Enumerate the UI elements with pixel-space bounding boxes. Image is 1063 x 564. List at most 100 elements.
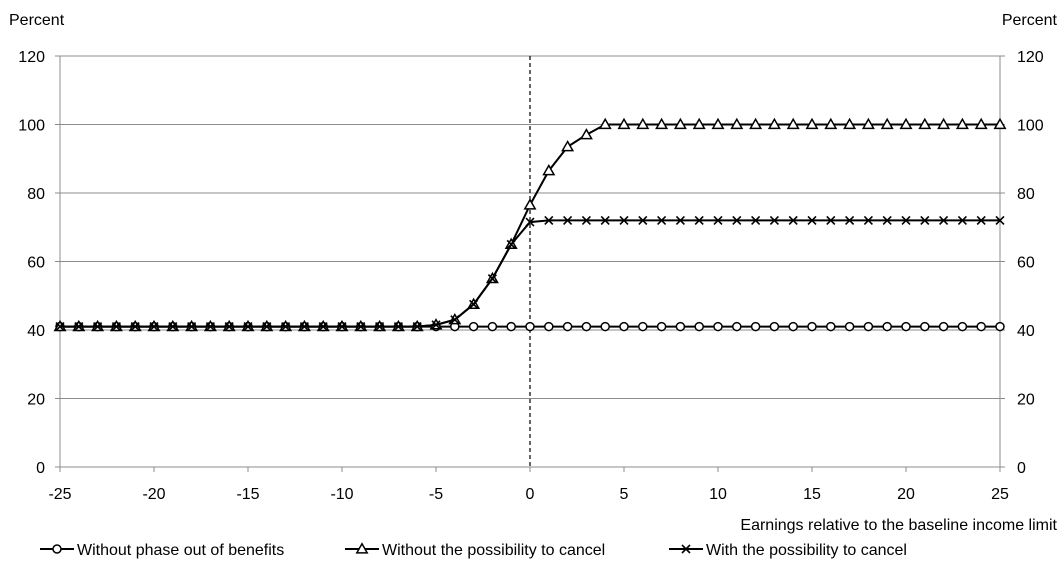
data-point — [711, 117, 725, 130]
data-point — [318, 322, 328, 332]
data-point — [826, 321, 836, 332]
data-point — [130, 322, 140, 332]
series-3 — [55, 215, 1005, 332]
data-point — [861, 117, 875, 130]
data-point — [600, 321, 610, 332]
y-axis-title-left: Percent — [9, 12, 65, 29]
x-tick-label: 10 — [709, 486, 727, 503]
y-axis-title-right: Percent — [1002, 12, 1058, 29]
data-point — [523, 198, 537, 210]
legend: Without phase out of benefits Without the… — [40, 542, 907, 559]
x-tick-label: -15 — [236, 486, 259, 503]
data-point — [656, 321, 667, 332]
data-point — [619, 321, 629, 332]
data-point — [375, 322, 385, 332]
data-point — [920, 321, 930, 332]
data-point — [617, 117, 631, 130]
data-point — [281, 322, 291, 332]
data-point — [937, 117, 951, 130]
data-point — [487, 274, 497, 284]
y-tick-label-right: 120 — [1017, 49, 1044, 66]
data-point — [826, 215, 836, 225]
legend-item-2: Without the possibility to cancel — [345, 542, 605, 559]
data-point — [901, 321, 911, 332]
legend-label: Without the possibility to cancel — [382, 542, 605, 559]
data-point — [561, 140, 575, 152]
data-point — [769, 321, 780, 332]
x-tick-label: -20 — [142, 486, 165, 503]
legend-item-1: Without phase out of benefits — [40, 542, 284, 559]
data-point — [957, 321, 968, 332]
data-point — [675, 321, 686, 332]
data-point — [149, 322, 159, 332]
data-point — [713, 215, 723, 225]
data-point — [844, 321, 855, 332]
series-group — [53, 117, 1007, 332]
data-point — [901, 215, 911, 225]
data-point — [730, 117, 744, 130]
y-tick-label-left: 20 — [27, 392, 45, 409]
data-point — [882, 321, 892, 332]
data-point — [55, 322, 65, 332]
data-point — [487, 321, 498, 332]
data-point — [694, 215, 704, 225]
data-point — [751, 215, 761, 225]
legend-label: With the possibility to cancel — [706, 542, 907, 559]
x-tick-label: 20 — [897, 486, 915, 503]
y-tick-label-left: 0 — [36, 460, 45, 477]
data-point — [732, 215, 742, 225]
data-point — [750, 321, 761, 332]
legend-marker — [681, 544, 691, 554]
y-tick-label-left: 100 — [18, 118, 45, 135]
data-point — [845, 215, 855, 225]
data-point — [863, 215, 873, 225]
data-point — [938, 321, 949, 332]
x-tick-label: -25 — [48, 486, 71, 503]
y-tick-label-left: 120 — [18, 49, 45, 66]
data-point — [93, 322, 103, 332]
data-point — [749, 117, 763, 130]
data-point — [168, 322, 178, 332]
data-point — [337, 322, 347, 332]
data-point — [807, 215, 817, 225]
y-tick-label-right: 80 — [1017, 186, 1035, 203]
data-point — [111, 322, 121, 332]
data-point — [675, 215, 685, 225]
data-point — [506, 239, 516, 249]
data-point — [469, 299, 479, 309]
data-point — [769, 215, 779, 225]
data-point — [74, 322, 84, 332]
data-point — [882, 215, 892, 225]
data-point — [393, 322, 403, 332]
y-tick-label-right: 100 — [1017, 118, 1044, 135]
data-point — [863, 321, 874, 332]
data-point — [243, 322, 253, 332]
data-point — [673, 117, 687, 130]
data-point — [805, 117, 819, 130]
data-point — [412, 322, 422, 332]
data-point — [638, 321, 648, 332]
data-point — [657, 215, 667, 225]
data-point — [976, 321, 986, 332]
data-point — [713, 321, 723, 332]
data-point — [899, 117, 913, 130]
data-point — [843, 117, 857, 130]
data-point — [506, 321, 516, 332]
data-point — [525, 321, 535, 332]
legend-label: Without phase out of benefits — [77, 542, 284, 559]
x-axis-title: Earnings relative to the baseline income… — [740, 517, 1057, 534]
data-point — [976, 215, 986, 225]
data-point — [262, 322, 272, 332]
data-point — [786, 117, 800, 130]
x-tick-label: 0 — [526, 486, 535, 503]
data-point — [450, 315, 460, 325]
data-point — [581, 321, 592, 332]
data-point — [563, 215, 573, 225]
data-point — [542, 164, 556, 176]
data-point — [356, 322, 366, 332]
data-point — [581, 215, 591, 225]
y-tick-label-right: 40 — [1017, 323, 1035, 340]
x-tick-label: -5 — [429, 486, 443, 503]
